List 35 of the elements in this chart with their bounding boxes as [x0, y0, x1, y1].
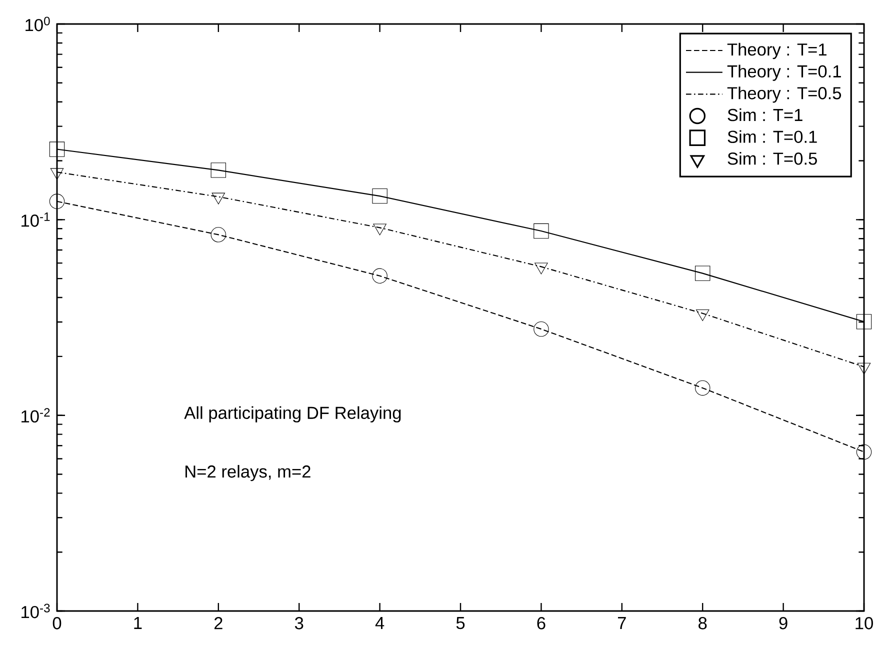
legend-label: Sim : T=0.5	[728, 152, 817, 165]
y-tick-label: 10$^{-3}$	[22, 604, 50, 618]
legend-label: Theory : T=1	[727, 42, 826, 60]
point	[49, 194, 65, 209]
x-tick-label: 9	[779, 617, 788, 630]
point	[695, 380, 710, 396]
legend-label: Sim : T=0.1	[728, 130, 817, 143]
legend-label: Sim : T=1	[728, 108, 802, 122]
point	[856, 314, 872, 330]
annotation: N=2 relays, m=2	[186, 464, 310, 482]
point	[856, 444, 872, 460]
x-tick-label: 5	[456, 617, 465, 630]
point	[210, 162, 226, 178]
point	[372, 188, 388, 204]
point	[372, 268, 388, 284]
point	[534, 223, 549, 239]
point	[210, 227, 226, 242]
x-tick-label: 6	[537, 617, 546, 630]
y-tick-label: 10$^{-1}$	[22, 212, 50, 227]
point	[534, 321, 549, 337]
x-tick-label: 1	[134, 617, 142, 629]
legend-label: Theory : T=0.5	[727, 86, 842, 103]
y-tick-label: 10$^{0}$	[26, 16, 50, 32]
point	[49, 142, 65, 157]
y-tick-label: 10$^{-2}$	[22, 408, 50, 423]
x-tick-label: 7	[618, 617, 626, 629]
point	[695, 266, 710, 281]
legend-label: Theory : T=0.1	[727, 64, 841, 81]
x-tick-label: 3	[294, 617, 304, 630]
x-tick-label: 2	[214, 617, 222, 630]
x-tick-label: 10	[856, 617, 873, 630]
annotation: All participating DF Relaying	[184, 406, 401, 422]
x-tick-label: 0	[52, 617, 62, 630]
x-tick-label: 8	[698, 617, 707, 630]
x-tick-label: 4	[375, 617, 384, 629]
